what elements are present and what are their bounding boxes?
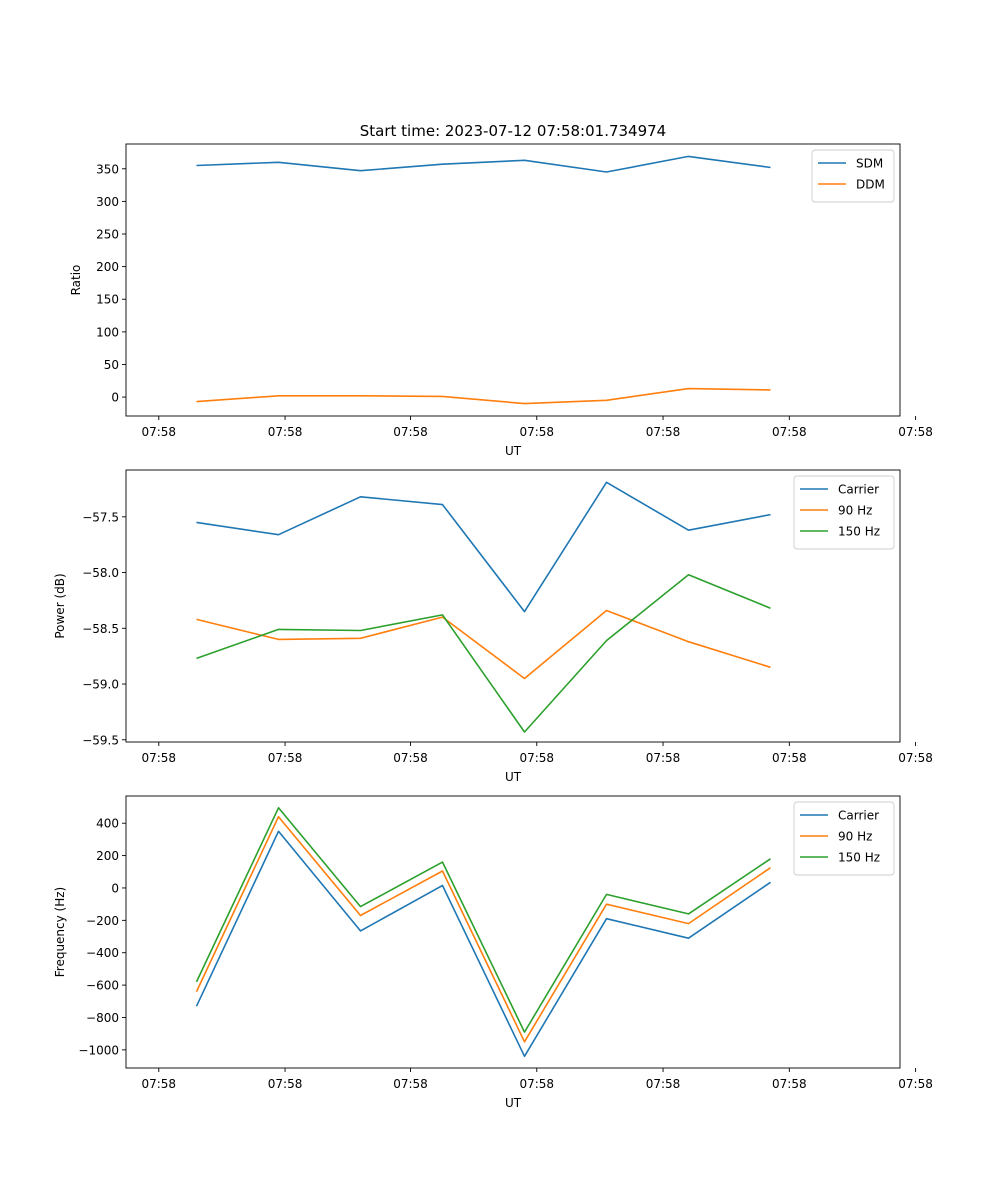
frequency-y-tick-label: −400: [86, 946, 119, 960]
power-series-line-1: [196, 609, 771, 680]
ratio-x-tick-label: 07:58: [519, 425, 554, 439]
ratio-y-tick-label: 300: [96, 195, 119, 209]
frequency-legend-label: 150 Hz: [838, 851, 880, 865]
ratio-x-tick-label: 07:58: [268, 425, 303, 439]
frequency-y-tick-label: −1000: [78, 1043, 119, 1057]
frequency-y-axis-label: Frequency (Hz): [53, 887, 67, 978]
frequency-series-line-2: [195, 806, 771, 1033]
power-y-tick-label: −59.5: [82, 733, 119, 747]
power-x-tick-label: 07:58: [393, 751, 428, 765]
power-series-line-0: [196, 481, 771, 613]
ratio-x-tick-label: 07:58: [393, 425, 428, 439]
frequency-y-tick-label: 0: [111, 881, 119, 895]
ratio-y-tick-label: 250: [96, 228, 119, 242]
frequency-x-tick-label: 07:58: [772, 1077, 807, 1091]
ratio-legend-label: SDM: [856, 157, 883, 171]
frequency-x-tick-label: 07:58: [519, 1077, 554, 1091]
ratio-series-line-1: [196, 387, 771, 405]
frequency-series-line-0: [195, 830, 771, 1058]
frequency-x-tick-label: 07:58: [898, 1077, 933, 1091]
frequency-axes-frame: [125, 795, 901, 1069]
ratio-series-line-0: [196, 155, 771, 173]
power-legend-label: 90 Hz: [838, 504, 872, 518]
power-y-tick-label: −59.0: [82, 678, 119, 692]
power-x-tick-label: 07:58: [519, 751, 554, 765]
figure-title: Start time: 2023-07-12 07:58:01.734974: [360, 122, 666, 140]
frequency-y-tick-label: −600: [86, 979, 119, 993]
frequency-x-tick-label: 07:58: [646, 1077, 681, 1091]
power-legend-label: 150 Hz: [838, 525, 880, 539]
power-x-axis-label: UT: [505, 770, 522, 784]
power-y-tick-label: −58.5: [82, 622, 119, 636]
ratio-axes-frame: [125, 143, 901, 417]
power-x-tick-label: 07:58: [268, 751, 303, 765]
power-x-tick-label: 07:58: [646, 751, 681, 765]
ratio-y-tick-label: 150: [96, 293, 119, 307]
ratio-x-tick-label: 07:58: [141, 425, 176, 439]
frequency-y-tick-label: 400: [96, 817, 119, 831]
ratio-y-tick-label: 100: [96, 325, 119, 339]
ratio-y-tick-label: 0: [111, 391, 119, 405]
frequency-y-tick-label: 200: [96, 849, 119, 863]
ratio-y-axis-label: Ratio: [69, 265, 83, 296]
frequency-y-tick-label: −200: [86, 914, 119, 928]
ratio-x-tick-label: 07:58: [898, 425, 933, 439]
frequency-legend-label: Carrier: [838, 809, 879, 823]
power-y-axis-label: Power (dB): [53, 573, 67, 638]
ratio-x-tick-label: 07:58: [646, 425, 681, 439]
power-legend-label: Carrier: [838, 483, 879, 497]
frequency-x-tick-label: 07:58: [268, 1077, 303, 1091]
frequency-x-tick-label: 07:58: [141, 1077, 176, 1091]
frequency-y-tick-label: −800: [86, 1011, 119, 1025]
ratio-panel: 07:58 07:58 07:58 07:58 07:58 07:58 07:58 0 50 10…: [69, 143, 933, 458]
power-x-tick-label: 07:58: [141, 751, 176, 765]
power-x-tick-label: 07:58: [898, 751, 933, 765]
ratio-x-tick-label: 07:58: [772, 425, 807, 439]
frequency-x-tick-label: 07:58: [393, 1077, 428, 1091]
ratio-x-axis-label: UT: [505, 444, 522, 458]
power-y-tick-label: −57.5: [82, 510, 119, 524]
power-x-tick-label: 07:58: [772, 751, 807, 765]
power-panel: 07:58 07:58 07:58 07:58 07:58 07:58 07:58 −59.5…: [53, 469, 933, 784]
ratio-y-tick-label: 350: [96, 162, 119, 176]
frequency-panel: 07:58 07:58 07:58 07:58 07:58 07:58 07:58 −1000…: [53, 795, 933, 1110]
ratio-y-tick-label: 200: [96, 260, 119, 274]
frequency-x-axis-label: UT: [505, 1096, 522, 1110]
frequency-series-line-1: [195, 815, 771, 1043]
power-axes-frame: [125, 469, 901, 743]
ratio-legend-label: DDM: [856, 178, 885, 192]
power-series-line-2: [196, 573, 771, 733]
frequency-legend-label: 90 Hz: [838, 830, 872, 844]
ratio-y-tick-label: 50: [104, 358, 119, 372]
power-y-tick-label: −58.0: [82, 566, 119, 580]
